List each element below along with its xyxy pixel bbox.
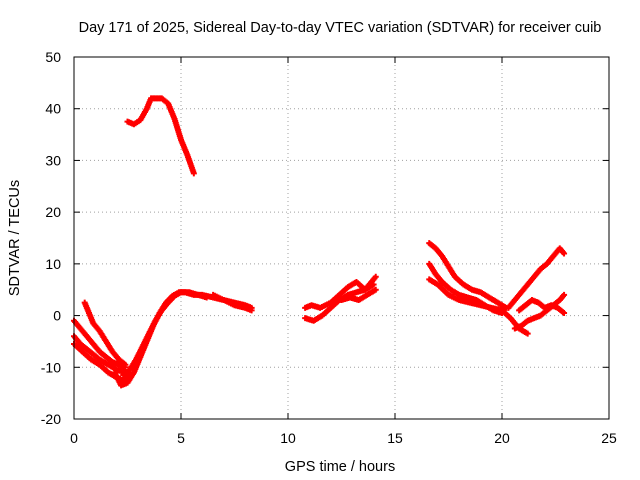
- data-point: [122, 361, 129, 368]
- series-track-high: [124, 95, 197, 177]
- x-tick-label: 5: [177, 430, 185, 446]
- x-tick-label: 25: [601, 430, 617, 446]
- data-point: [524, 330, 531, 337]
- data-point: [203, 294, 210, 301]
- data-point: [190, 170, 197, 177]
- y-tick-label: -10: [41, 359, 61, 375]
- data-point: [561, 250, 568, 257]
- grid-lines: [74, 57, 609, 419]
- series-track-f: [120, 289, 210, 379]
- series-track-p: [516, 297, 568, 316]
- series-track-m: [426, 276, 531, 337]
- series-track-n: [505, 245, 568, 311]
- data-point: [372, 286, 379, 293]
- series-track-j: [338, 286, 379, 304]
- y-tick-label: 50: [45, 49, 61, 65]
- x-tick-label: 15: [387, 430, 403, 446]
- y-tick-label: 30: [45, 152, 61, 168]
- plot-frame: [73, 56, 610, 420]
- x-tick-label: 20: [494, 430, 510, 446]
- data-point: [561, 291, 568, 298]
- data-points: [71, 95, 568, 389]
- series-track-k: [426, 240, 510, 311]
- data-point: [248, 304, 255, 311]
- y-tick-label: 10: [45, 256, 61, 272]
- y-tick-label: 40: [45, 101, 61, 117]
- chart-title: Day 171 of 2025, Sidereal Day-to-day VTE…: [79, 20, 602, 36]
- x-axis-label: GPS time / hours: [285, 459, 395, 475]
- y-tick-label: 20: [45, 204, 61, 220]
- series-track-d: [81, 299, 129, 368]
- y-tick-label: -20: [41, 411, 61, 427]
- x-tick-label: 0: [70, 430, 78, 446]
- data-point: [372, 273, 379, 280]
- series-track-i: [302, 273, 379, 311]
- y-axis-label: SDTVAR / TECUs: [7, 180, 23, 296]
- y-axis-ticks: -20 -10 0 10 20 30 40 50: [41, 49, 609, 427]
- x-tick-label: 10: [280, 430, 296, 446]
- series-track-g: [210, 291, 255, 311]
- y-tick-label: 0: [53, 308, 61, 324]
- x-axis-ticks: 0 5 10 15 20 25: [70, 57, 617, 446]
- data-point: [561, 309, 568, 316]
